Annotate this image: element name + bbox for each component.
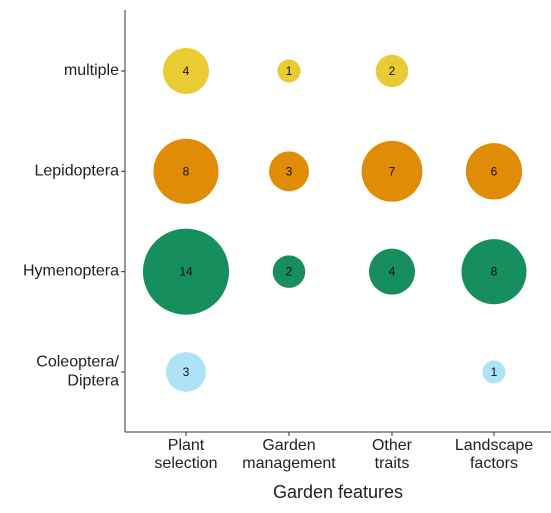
bubble-label: 6 [491, 164, 498, 178]
bubble-label: 8 [183, 164, 190, 178]
bubble [142, 228, 230, 315]
y-tick-label: Coleoptera/Diptera [36, 354, 119, 390]
bubble-label: 4 [389, 265, 396, 279]
bubble [369, 248, 415, 295]
bubble [461, 239, 527, 305]
bubble-label: 1 [491, 365, 498, 379]
bubble [375, 54, 409, 88]
bubble-label: 3 [286, 164, 293, 178]
y-tick-label: Hymenoptera [23, 263, 119, 280]
bubble-label: 7 [389, 164, 396, 178]
bubble [163, 48, 209, 94]
bubble [482, 360, 506, 384]
bubble [166, 352, 206, 392]
bubble-label: 14 [179, 265, 193, 279]
bubble-label: 2 [389, 64, 396, 78]
bubble [153, 138, 219, 204]
bubble [465, 143, 523, 200]
x-tick-label: Other traits [372, 437, 413, 472]
bubble [361, 140, 423, 202]
bubble [277, 59, 301, 83]
x-axis-title: Garden features [273, 482, 403, 502]
bubble-label: 8 [491, 265, 498, 279]
bubble-label: 4 [183, 64, 190, 78]
bubble-label: 2 [286, 265, 293, 279]
bubble [272, 255, 306, 288]
bubble [269, 151, 309, 192]
x-tick-label: Plant selection [154, 437, 217, 472]
bubble-label: 1 [286, 64, 293, 78]
bubble-label: 3 [183, 365, 190, 379]
y-tick-label: multiple [64, 62, 119, 79]
x-tick-label: Garden management [242, 437, 336, 472]
y-tick-label: Lepidoptera [34, 163, 119, 180]
x-tick-label: Landscape factors [455, 437, 533, 472]
